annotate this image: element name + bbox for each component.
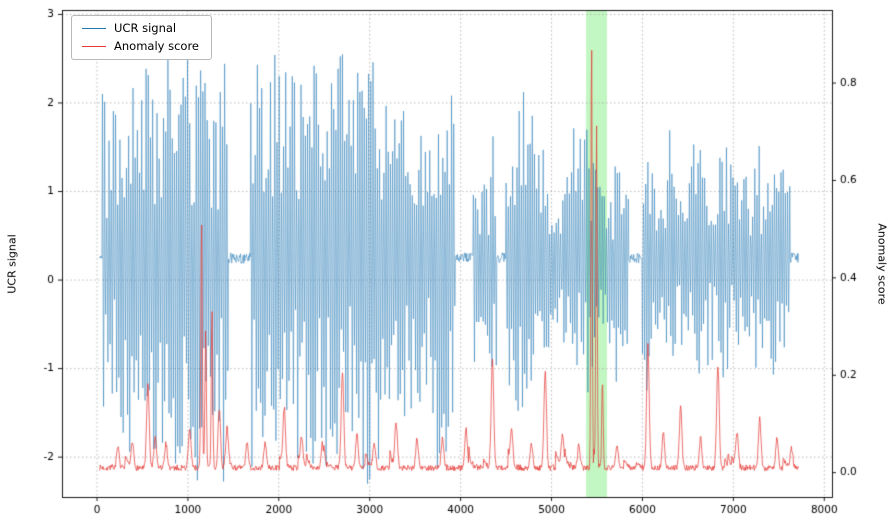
y-axis-label-right: Anomaly score [875,223,889,305]
legend-item-ucr-signal: UCR signal [82,21,199,35]
legend: UCR signal Anomaly score [71,15,212,60]
legend-label-ucr: UCR signal [114,21,177,35]
legend-line-swatch-anomaly [82,45,106,47]
legend-item-anomaly-score: Anomaly score [82,39,199,53]
legend-line-swatch-ucr [82,27,106,29]
legend-label-anomaly: Anomaly score [114,39,199,53]
y-axis-label-left: UCR signal [5,234,19,294]
